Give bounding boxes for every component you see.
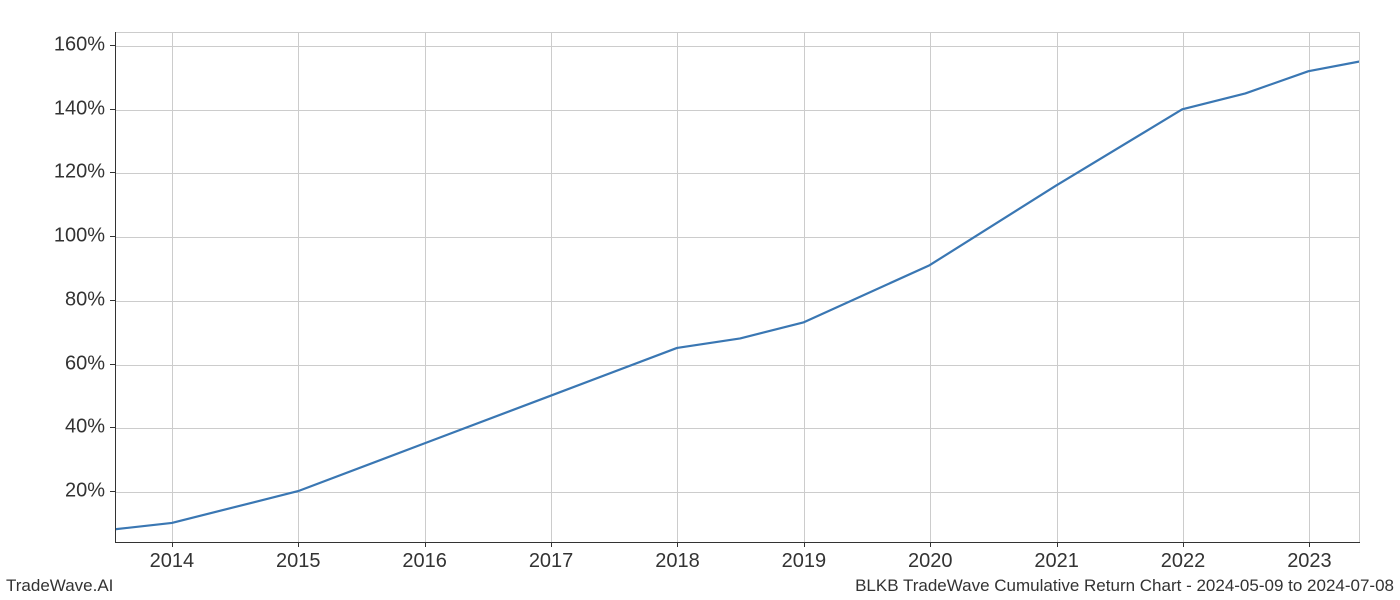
y-tick-label: 80%	[25, 288, 105, 311]
x-tick-label: 2021	[1034, 550, 1079, 573]
y-tick-mark	[110, 109, 115, 110]
y-axis-spine	[115, 32, 116, 542]
grid-line-horizontal	[115, 237, 1359, 238]
y-tick-label: 20%	[25, 480, 105, 503]
x-tick-mark	[930, 542, 931, 547]
x-tick-label: 2015	[276, 550, 321, 573]
x-axis-spine	[115, 542, 1360, 543]
grid-line-vertical	[425, 33, 426, 542]
grid-line-vertical	[930, 33, 931, 542]
x-tick-label: 2016	[402, 550, 447, 573]
y-tick-mark	[110, 364, 115, 365]
grid-line-horizontal	[115, 428, 1359, 429]
x-tick-mark	[677, 542, 678, 547]
x-tick-mark	[1057, 542, 1058, 547]
x-tick-label: 2022	[1161, 550, 1206, 573]
y-tick-mark	[110, 427, 115, 428]
y-tick-mark	[110, 45, 115, 46]
x-tick-mark	[172, 542, 173, 547]
x-tick-label: 2017	[529, 550, 574, 573]
x-tick-label: 2018	[655, 550, 700, 573]
x-tick-mark	[804, 542, 805, 547]
x-tick-label: 2019	[782, 550, 827, 573]
grid-line-vertical	[1183, 33, 1184, 542]
grid-line-vertical	[677, 33, 678, 542]
y-tick-label: 120%	[25, 161, 105, 184]
x-tick-label: 2014	[150, 550, 195, 573]
grid-line-vertical	[804, 33, 805, 542]
grid-line-vertical	[1309, 33, 1310, 542]
footer-right-caption: BLKB TradeWave Cumulative Return Chart -…	[855, 576, 1394, 596]
grid-line-vertical	[172, 33, 173, 542]
grid-line-horizontal	[115, 173, 1359, 174]
x-tick-mark	[425, 542, 426, 547]
y-tick-label: 40%	[25, 416, 105, 439]
y-tick-mark	[110, 236, 115, 237]
footer-left-watermark: TradeWave.AI	[6, 576, 113, 596]
x-tick-mark	[551, 542, 552, 547]
x-tick-label: 2020	[908, 550, 953, 573]
x-tick-label: 2023	[1287, 550, 1332, 573]
grid-line-vertical	[1057, 33, 1058, 542]
grid-line-horizontal	[115, 492, 1359, 493]
y-tick-mark	[110, 491, 115, 492]
y-tick-mark	[110, 172, 115, 173]
grid-line-horizontal	[115, 365, 1359, 366]
grid-line-vertical	[551, 33, 552, 542]
grid-line-horizontal	[115, 46, 1359, 47]
x-tick-mark	[1309, 542, 1310, 547]
x-tick-mark	[1183, 542, 1184, 547]
grid-line-horizontal	[115, 110, 1359, 111]
x-tick-mark	[298, 542, 299, 547]
chart-plot-area	[115, 32, 1360, 542]
y-tick-label: 160%	[25, 33, 105, 56]
y-tick-mark	[110, 300, 115, 301]
y-tick-label: 140%	[25, 97, 105, 120]
y-tick-label: 100%	[25, 225, 105, 248]
y-tick-label: 60%	[25, 352, 105, 375]
grid-line-vertical	[298, 33, 299, 542]
grid-line-horizontal	[115, 301, 1359, 302]
